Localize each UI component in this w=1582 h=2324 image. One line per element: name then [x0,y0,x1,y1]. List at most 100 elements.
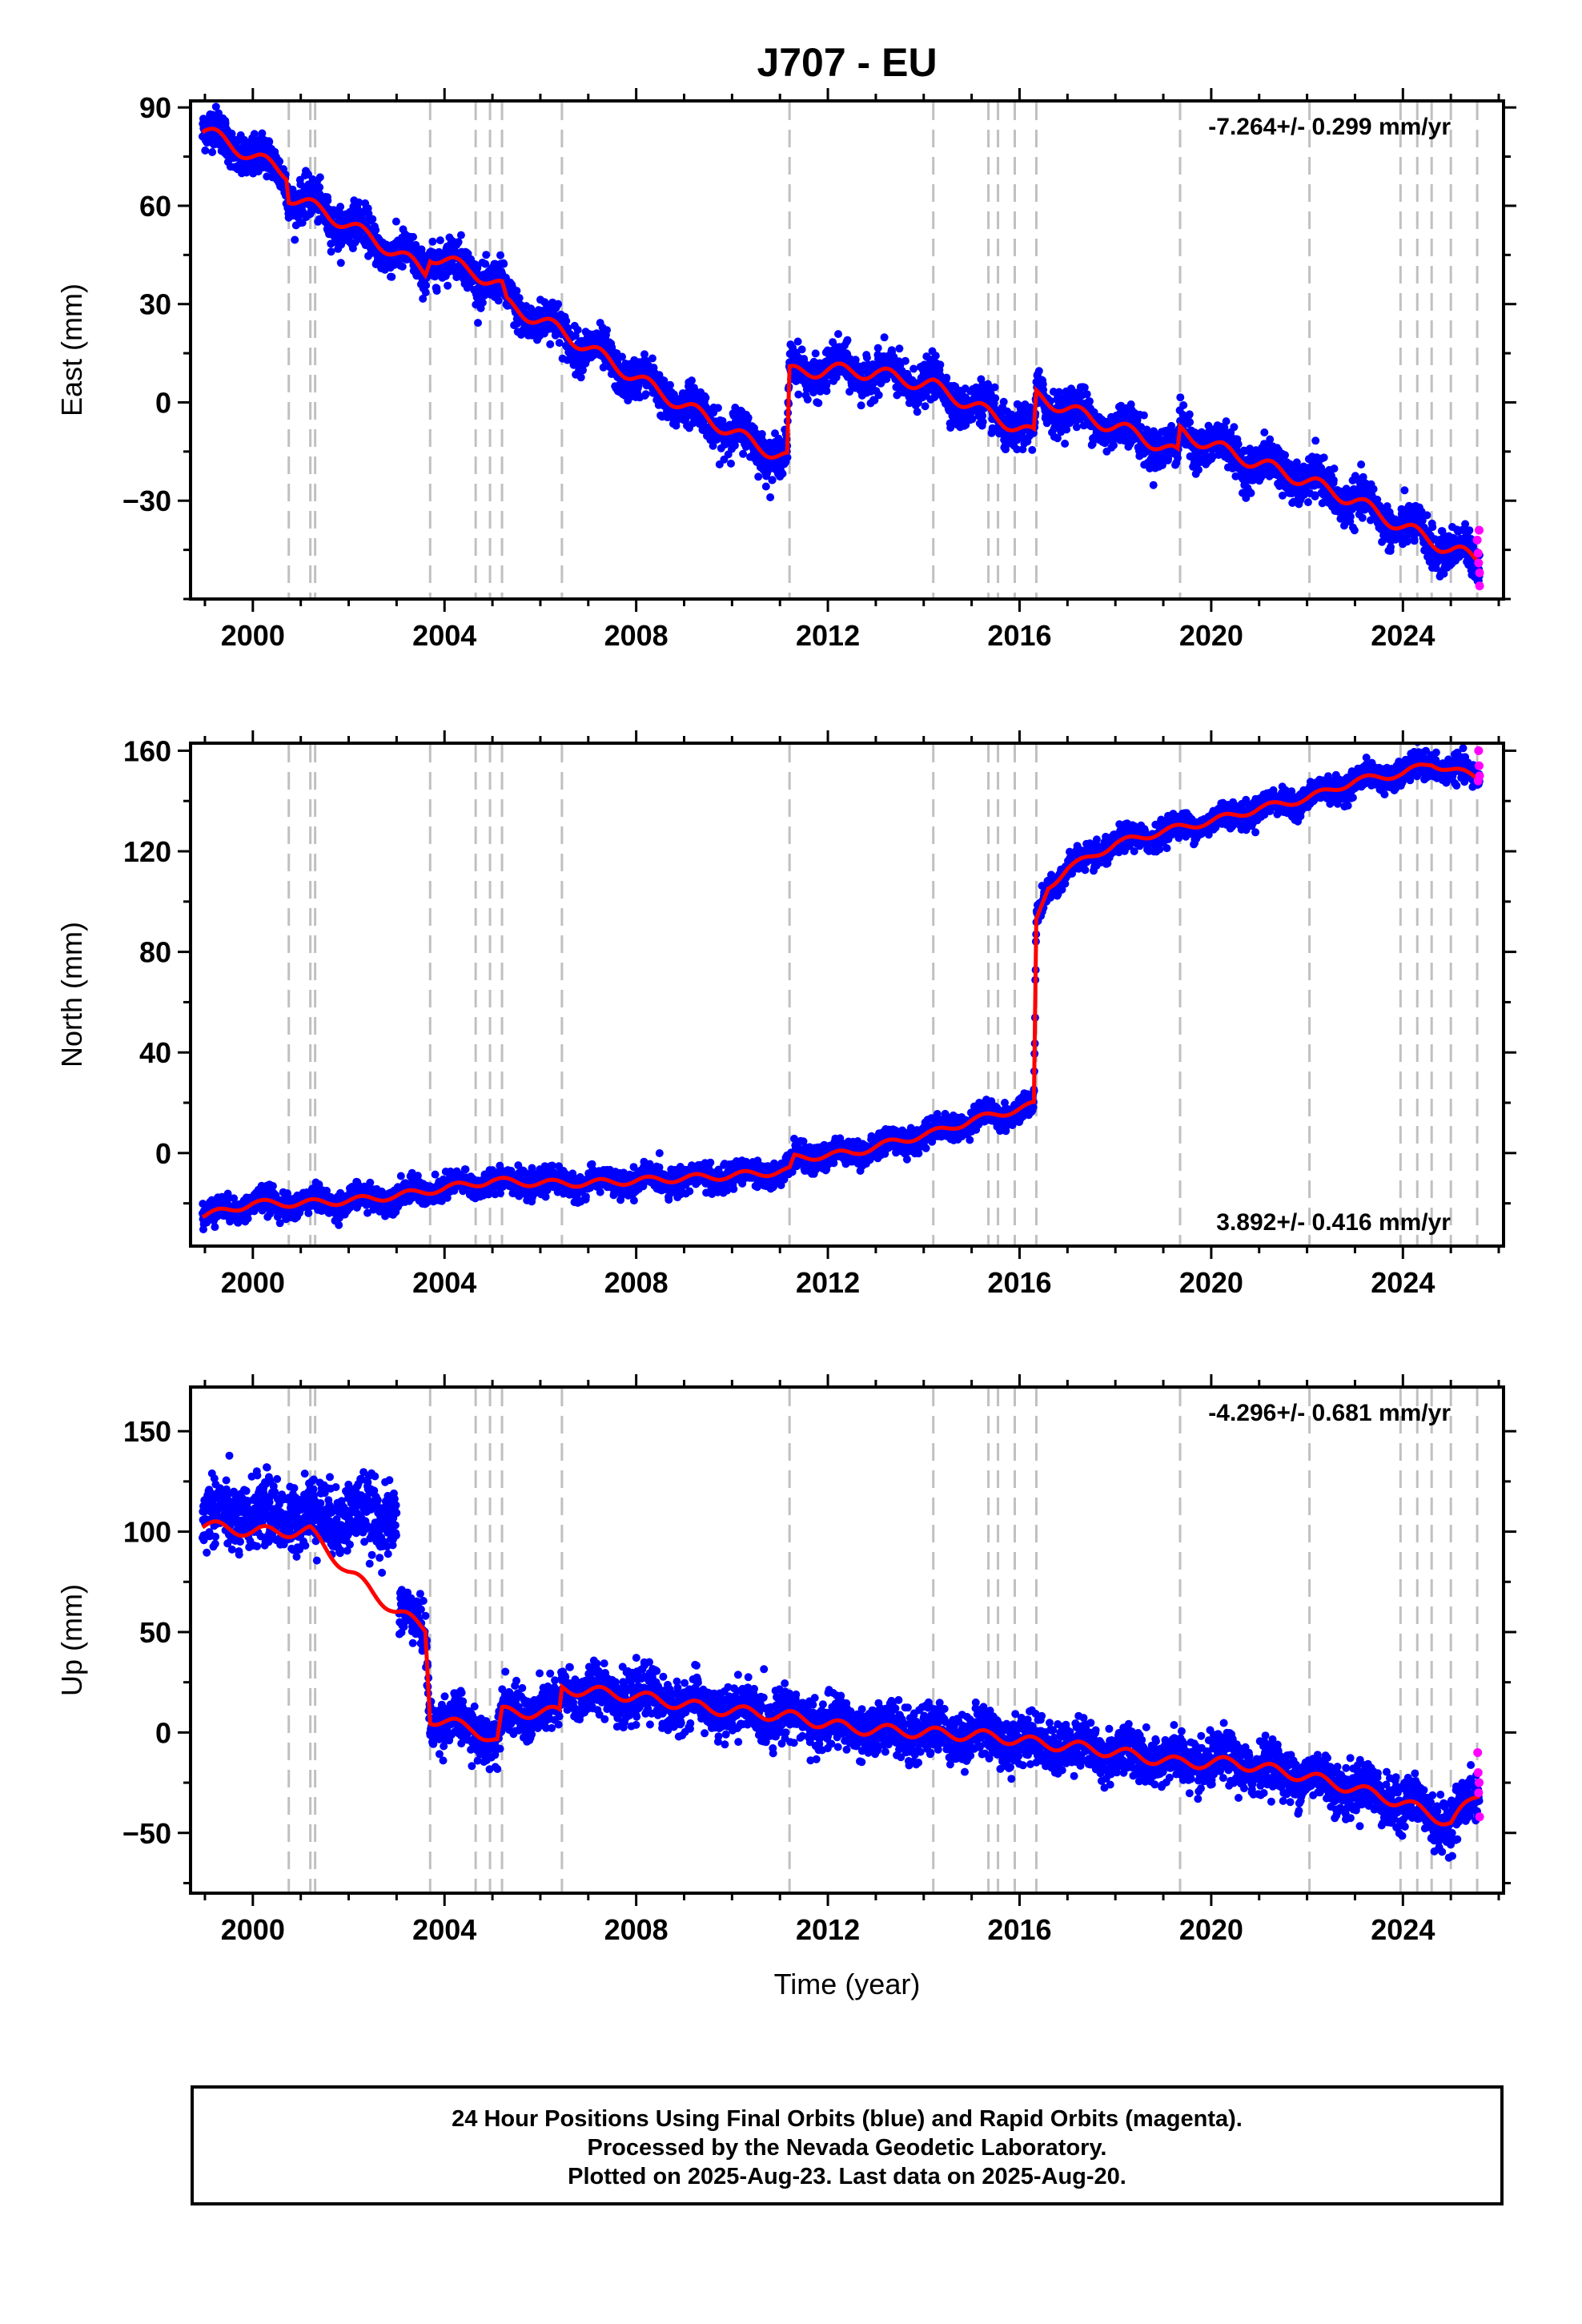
final-orbit-point [1061,440,1070,448]
x-tick-label: 2000 [221,619,285,652]
final-orbit-point [474,319,482,328]
x-tick-label: 2020 [1179,619,1243,652]
final-orbit-point [555,339,564,348]
final-orbit-point [1400,486,1409,495]
final-orbit-point [880,333,889,342]
final-orbit-point [618,352,626,361]
final-orbit-point [730,441,739,450]
final-orbit-point [1403,537,1411,546]
final-orbit-point [436,236,444,245]
final-orbit-point [688,376,696,385]
x-tick-label: 2024 [1371,619,1435,652]
final-orbit-point [419,295,428,303]
final-orbit-point [701,393,710,402]
final-orbit-point [250,130,259,139]
y-tick-label: 90 [139,91,171,124]
chart-title: J707 - EU [757,40,937,85]
final-orbit-point [554,300,563,308]
final-orbit-point [942,373,951,382]
final-orbit-point [797,345,806,354]
rapid-orbit-point [1475,581,1484,591]
y-tick-label: −30 [122,485,171,517]
velocity-annotation: -7.264+/- 0.299 mm/yr [1208,114,1451,140]
final-orbit-point [1110,441,1118,449]
final-orbit-point [515,294,524,303]
final-orbit-point [1410,537,1419,545]
final-orbit-point [371,226,380,235]
final-orbit-point [768,476,777,485]
final-orbit-point [1082,390,1091,399]
final-orbit-point [1230,423,1239,432]
final-orbit-point [822,387,831,396]
final-orbit-point [913,408,921,416]
final-orbit-point [727,459,735,468]
rapid-orbit-point [1474,558,1484,568]
final-orbit-point [398,262,407,271]
final-orbit-point [315,173,324,182]
final-orbit-point [546,340,555,348]
final-orbit-point [843,336,852,344]
final-orbit-point [803,395,812,404]
final-orbit-point [1350,526,1359,535]
y-tick-label: 0 [155,386,171,419]
final-orbit-point [315,183,324,191]
y-tick-label: 60 [139,190,171,223]
final-orbit-point [1034,367,1043,376]
final-orbit-points [199,103,1484,585]
final-orbit-point [1186,418,1195,427]
final-orbit-point [778,469,787,478]
final-orbit-point [814,399,823,408]
final-orbit-point [355,198,363,207]
final-orbit-point [1086,397,1094,406]
final-orbit-point [1281,451,1289,460]
final-orbit-point [1266,435,1275,444]
final-orbit-point [421,288,430,297]
final-orbit-point [761,482,770,491]
x-tick-label: 2016 [987,619,1051,652]
final-orbit-point [1139,411,1148,420]
final-orbit-point [444,281,452,290]
final-orbit-point [387,272,396,281]
event-lines [287,103,1479,597]
final-orbit-point [794,390,803,399]
final-orbit-point [1311,436,1320,445]
final-orbit-point [512,287,521,296]
final-orbit-point [428,237,437,246]
final-orbit-point [456,231,465,239]
final-orbit-point [1176,393,1185,402]
final-orbit-point [874,391,883,400]
final-orbit-point [227,130,236,139]
final-orbit-points [199,743,1484,1234]
final-orbit-point [793,337,802,346]
final-orbit-point [1149,480,1158,489]
final-orbit-point [990,383,999,392]
rapid-orbit-point [1474,525,1484,535]
final-orbit-point [481,259,490,268]
final-orbit-point [1174,453,1182,462]
final-orbit-point [478,298,487,307]
final-orbit-point [766,493,775,501]
east-panel: 2000 2004 2008 2012 2016 2020 2024−300306090Ea… [55,88,1516,652]
final-orbit-point [1185,410,1194,419]
x-tick-label: 2008 [604,619,669,652]
final-orbit-point [1028,445,1037,454]
final-orbit-point [211,103,220,111]
final-orbit-point [1357,460,1366,468]
final-orbit-point [946,424,955,432]
final-orbit-point [991,394,1000,403]
final-orbit-point [1358,513,1367,522]
final-orbit-point [562,316,571,325]
final-orbit-point [603,326,611,335]
final-orbit-point [1369,485,1378,493]
y-axis-label: East (mm) [55,283,88,416]
final-orbit-point [862,353,871,362]
final-orbit-point [573,326,582,334]
final-orbit-point [1072,423,1081,432]
final-orbit-point [648,354,656,363]
final-orbit-point [857,401,865,410]
final-orbit-point [432,287,441,296]
final-orbit-point [409,232,417,241]
final-orbit-point [744,413,753,422]
